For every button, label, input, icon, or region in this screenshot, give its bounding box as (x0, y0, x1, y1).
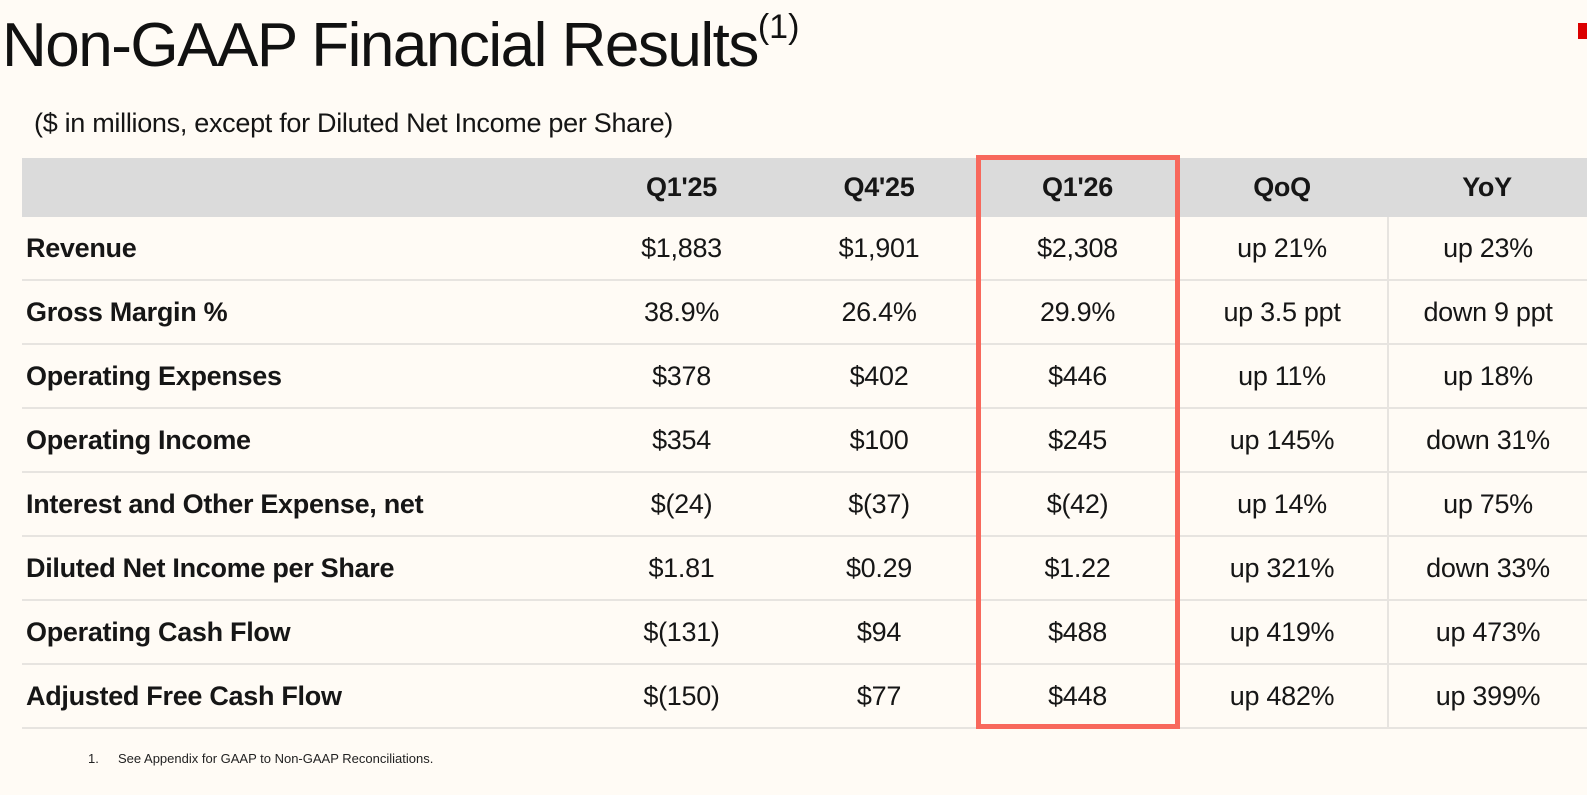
col-header-qoq: QoQ (1253, 172, 1311, 202)
value-q4-25: $94 (856, 616, 902, 647)
row-label: Operating Cash Flow (26, 616, 291, 647)
page-title-text: Non-GAAP Financial Results (2, 11, 759, 80)
footnote: 1. See Appendix for GAAP to Non-GAAP Rec… (88, 751, 433, 766)
value-yoy: up 473% (1387, 601, 1587, 663)
value-q1-25: 38.9% (643, 296, 720, 327)
value-qoq: up 321% (1229, 552, 1335, 583)
col-header-metric (22, 158, 583, 217)
table-row-gross-margin: Gross Margin % 38.9% 26.4% 29.9% up 3.5 … (22, 281, 1587, 345)
value-qoq: up 3.5 ppt (1223, 296, 1341, 327)
value-yoy: down 31% (1387, 409, 1587, 471)
table-header-row: Q1'25 Q4'25 Q1'26 QoQ YoY (22, 158, 1587, 217)
row-label: Interest and Other Expense, net (26, 488, 424, 519)
col-header-q1-26: Q1'26 (1042, 172, 1113, 202)
value-q1-25: $(131) (643, 616, 720, 647)
page-title: Non-GAAP Financial Results(1) (2, 8, 800, 81)
title-footnote-ref: (1) (757, 8, 800, 47)
value-yoy: up 399% (1387, 665, 1587, 727)
row-label: Revenue (26, 232, 137, 263)
value-q1-25: $(150) (643, 680, 720, 711)
value-q4-25: $402 (849, 360, 909, 391)
footnote-text: See Appendix for GAAP to Non-GAAP Reconc… (118, 751, 434, 766)
row-label: Gross Margin % (26, 296, 228, 327)
table-row-revenue: Revenue $1,883 $1,901 $2,308 up 21% up 2… (22, 217, 1587, 281)
value-qoq: up 21% (1237, 232, 1327, 263)
col-header-yoy: YoY (1462, 172, 1512, 202)
row-label: Operating Expenses (26, 360, 282, 391)
table-row-adjusted-free-cash-flow: Adjusted Free Cash Flow $(150) $77 $448 … (22, 665, 1587, 729)
value-qoq: up 145% (1229, 424, 1335, 455)
value-q1-26: $488 (1048, 616, 1107, 647)
value-q1-25: $354 (652, 424, 711, 455)
brand-corner-accent (1578, 23, 1587, 39)
value-q4-25: $1,901 (838, 232, 920, 263)
col-header-q1-25: Q1'25 (646, 172, 717, 202)
value-q4-25: $0.29 (845, 552, 913, 583)
value-qoq: up 11% (1238, 360, 1326, 391)
row-label: Diluted Net Income per Share (26, 552, 395, 583)
value-q1-25: $1,883 (641, 232, 722, 263)
financial-results-table: Q1'25 Q4'25 Q1'26 QoQ YoY Revenue $1,883… (22, 158, 1587, 729)
value-yoy: up 75% (1387, 473, 1587, 535)
value-qoq: up 482% (1229, 680, 1335, 711)
value-qoq: up 14% (1237, 488, 1327, 519)
value-yoy: down 9 ppt (1387, 281, 1587, 343)
table-row-operating-income: Operating Income $354 $100 $245 up 145% … (22, 409, 1587, 473)
value-q4-25: 26.4% (841, 296, 917, 327)
col-header-q4-25: Q4'25 (843, 172, 915, 202)
table-row-interest-other-expense: Interest and Other Expense, net $(24) $(… (22, 473, 1587, 537)
value-yoy: down 33% (1387, 537, 1587, 599)
table-row-operating-cash-flow: Operating Cash Flow $(131) $94 $488 up 4… (22, 601, 1587, 665)
value-q1-26: $1.22 (1044, 552, 1111, 583)
value-q1-26: $448 (1048, 680, 1107, 711)
value-yoy: up 23% (1387, 217, 1587, 279)
value-q4-25: $(37) (848, 488, 910, 519)
value-q1-26: $245 (1048, 424, 1107, 455)
value-q1-26: $2,308 (1037, 232, 1118, 263)
value-q1-26: 29.9% (1039, 296, 1116, 327)
value-q1-25: $(24) (650, 488, 713, 519)
row-label: Adjusted Free Cash Flow (26, 680, 342, 711)
value-q4-25: $77 (856, 680, 902, 711)
footnote-number: 1. (88, 751, 99, 766)
value-yoy: up 18% (1387, 345, 1587, 407)
row-label: Operating Income (26, 424, 251, 455)
units-subtitle: ($ in millions, except for Diluted Net I… (34, 108, 673, 138)
value-q1-25: $378 (652, 360, 711, 391)
value-q1-26: $(42) (1046, 488, 1109, 519)
table-row-operating-expenses: Operating Expenses $378 $402 $446 up 11%… (22, 345, 1587, 409)
value-q1-26: $446 (1048, 360, 1107, 391)
value-qoq: up 419% (1229, 616, 1335, 647)
value-q1-25: $1.81 (648, 552, 715, 583)
table-row-diluted-eps: Diluted Net Income per Share $1.81 $0.29… (22, 537, 1587, 601)
value-q4-25: $100 (849, 424, 909, 455)
